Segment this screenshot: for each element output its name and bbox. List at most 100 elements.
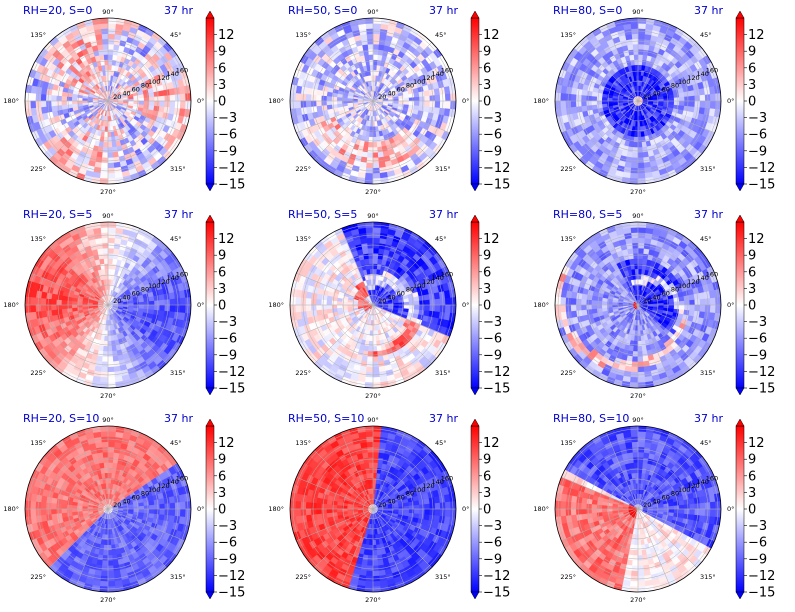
heatmap-cell (107, 172, 116, 180)
heatmap-cell (366, 33, 374, 40)
heatmap-cell (419, 100, 426, 107)
heatmap-cell (76, 97, 83, 102)
heatmap-cell (103, 340, 109, 347)
colorbar-tick-label: 3 (483, 78, 491, 93)
heatmap-cell (159, 299, 166, 306)
heatmap-cell (164, 100, 171, 108)
angular-gridline (49, 42, 109, 102)
heatmap-cell (637, 147, 644, 154)
angular-gridline (107, 42, 167, 102)
heatmap-cell (104, 330, 109, 337)
colorbar-tick-label: 9 (218, 249, 226, 264)
angular-tick-label: 225° (560, 165, 576, 173)
heatmap-cell (107, 53, 113, 61)
angular-gridline (372, 100, 450, 133)
heatmap-cell (637, 64, 642, 71)
heatmap-cell (365, 172, 374, 180)
colorbar-tick-label: 3 (748, 78, 756, 93)
heatmap-cell (393, 304, 400, 308)
heatmap-cell (341, 97, 348, 102)
heatmap-cell (29, 100, 37, 109)
angular-gridline (637, 24, 670, 102)
heatmap-cell (61, 91, 68, 98)
polar-frame (24, 17, 192, 185)
heatmap-cell (185, 100, 191, 110)
heatmap-cell (575, 100, 582, 108)
heatmap-cell (715, 100, 721, 110)
heatmap-cell (413, 104, 420, 111)
heatmap-cell (101, 38, 109, 45)
heatmap-cell (632, 147, 639, 154)
polar-plot-svg: 20 40 60 801001201401600°45°90°135°180°225°… (268, 4, 510, 196)
heatmap-cell (107, 351, 114, 358)
angular-tick-label: 270° (630, 188, 646, 196)
heatmap-cell (633, 136, 639, 143)
heatmap-cell (372, 252, 379, 259)
heatmap-cell (101, 366, 109, 373)
heatmap-cell (107, 64, 112, 71)
heatmap-cell (326, 91, 333, 98)
angular-tick-label: 135° (30, 31, 46, 39)
heatmap-cell (570, 94, 577, 102)
heatmap-cell (575, 94, 582, 102)
angular-tick-label: 45° (170, 235, 182, 243)
heatmap-cell (102, 147, 109, 154)
polar-panel: 20 40 60 80 100 120 140 160 0° 45° 90° 135° 180° 225°… (0, 204, 265, 408)
heatmap-cell (637, 74, 641, 81)
angular-gridline (296, 100, 374, 133)
heatmap-cell (102, 356, 109, 363)
heatmap-cell (103, 136, 109, 143)
angular-tick-label: 315° (700, 165, 716, 173)
heatmap-cell (107, 263, 113, 270)
heatmap-cell (107, 157, 115, 164)
heatmap-cell (631, 38, 639, 45)
angular-tick-label: 90° (102, 8, 114, 16)
colorbar-tick-label: −3 (218, 111, 237, 126)
angular-gridline (637, 100, 670, 178)
angular-gridline (314, 42, 374, 102)
heatmap-cell (368, 345, 374, 353)
colorbar-tick-label: −12 (483, 161, 510, 176)
heatmap-cell (364, 178, 374, 184)
angular-tick-label: 270° (365, 188, 381, 196)
colorbar-tick-label: 0 (218, 299, 226, 314)
heatmap-cell (104, 335, 109, 342)
angular-gridline (372, 24, 405, 102)
colorbar-tick-label: −3 (748, 111, 767, 126)
heatmap-cell (372, 22, 381, 30)
heatmap-cell (331, 96, 338, 102)
colorbar-tick-label: 0 (748, 95, 756, 110)
polar-plot-svg: 20 40 60 801001201401600°45°90°135°180°225°… (268, 208, 510, 400)
heatmap-cell (105, 121, 109, 128)
angular-gridline (372, 100, 432, 160)
heatmap-cell (637, 53, 643, 61)
angular-tick-label: 45° (435, 31, 447, 39)
heatmap-cell (403, 304, 410, 309)
angular-gridline (579, 100, 639, 160)
heatmap-cell (372, 157, 380, 164)
heatmap-cell (372, 59, 378, 66)
heatmap-cell (107, 48, 114, 55)
angular-tick-label: 90° (102, 212, 114, 220)
colorbar-extend-min (205, 387, 215, 396)
heatmap-cell (372, 263, 378, 270)
heatmap-cell (398, 100, 405, 105)
colorbar-tick-label: −12 (748, 161, 775, 176)
colorbar (205, 221, 215, 389)
heatmap-cell (559, 100, 567, 109)
polar-panel: 20 40 60 80 100 120 140 160 0° 45° 90° 135° 180° 225°… (530, 0, 795, 204)
heatmap-cell (128, 100, 135, 104)
heatmap-cell (107, 226, 116, 234)
heatmap-cell (403, 100, 410, 105)
heatmap-cell (678, 104, 685, 111)
angular-gridline (107, 69, 185, 102)
heatmap-cell (413, 304, 421, 310)
heatmap-cell (107, 361, 115, 368)
heatmap-cell (372, 48, 379, 55)
angular-tick-label: 45° (700, 31, 712, 39)
heatmap-cell (169, 298, 176, 306)
heatmap-cell (368, 340, 374, 347)
colorbar-tick-label: −12 (218, 161, 245, 176)
heatmap-cell (372, 38, 380, 45)
